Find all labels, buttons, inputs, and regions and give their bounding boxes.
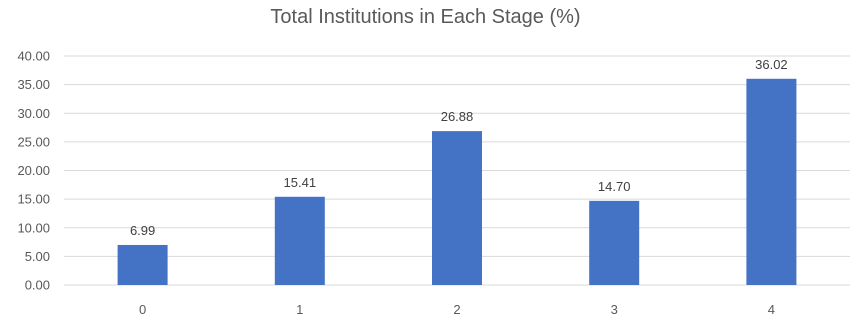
y-tick-label: 25.00	[17, 134, 50, 149]
y-tick-label: 40.00	[17, 49, 50, 64]
data-label: 15.41	[284, 175, 317, 190]
y-tick-label: 10.00	[17, 220, 50, 235]
data-label: 6.99	[130, 223, 155, 238]
y-tick-label: 30.00	[17, 106, 50, 121]
bar	[432, 131, 482, 285]
chart-title: Total Institutions in Each Stage (%)	[270, 6, 581, 28]
y-tick-label: 5.00	[25, 249, 50, 264]
bar	[274, 196, 325, 285]
bar	[746, 78, 797, 286]
bar	[117, 244, 168, 285]
x-tick-label: 2	[453, 302, 460, 317]
data-label: 14.70	[598, 179, 631, 194]
y-tick-label: 35.00	[17, 77, 50, 92]
data-label: 26.88	[441, 109, 474, 124]
data-label: 36.02	[755, 57, 788, 72]
y-tick-label: 0.00	[25, 278, 50, 293]
x-tick-label: 4	[768, 302, 775, 317]
x-tick-label: 0	[139, 302, 146, 317]
x-tick-label: 3	[611, 302, 618, 317]
y-tick-label: 20.00	[17, 163, 50, 178]
y-tick-label: 15.00	[17, 192, 50, 207]
bar	[589, 200, 640, 285]
x-tick-label: 1	[296, 302, 303, 317]
